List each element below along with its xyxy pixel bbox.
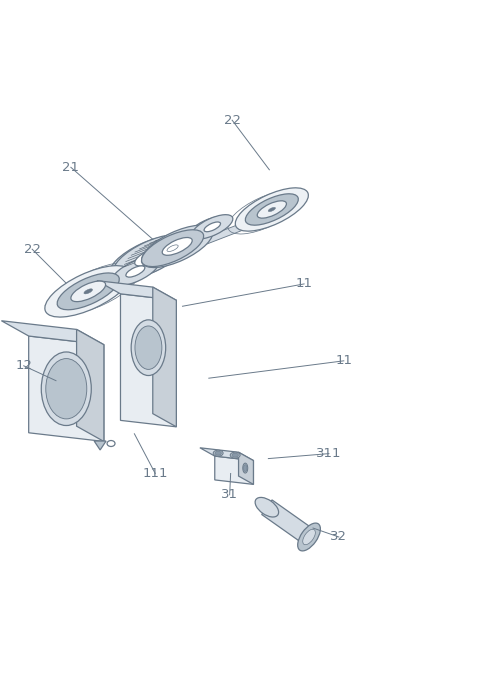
Ellipse shape — [187, 217, 228, 241]
Ellipse shape — [142, 225, 213, 267]
Ellipse shape — [113, 235, 188, 279]
Ellipse shape — [236, 188, 308, 231]
Ellipse shape — [124, 236, 186, 274]
Text: 111: 111 — [143, 467, 168, 480]
Ellipse shape — [303, 529, 315, 545]
Ellipse shape — [71, 281, 106, 302]
Text: 21: 21 — [62, 161, 79, 174]
Text: 22: 22 — [23, 242, 40, 256]
Ellipse shape — [167, 245, 178, 251]
Polygon shape — [261, 500, 314, 544]
Ellipse shape — [131, 320, 166, 376]
Polygon shape — [153, 287, 176, 427]
Ellipse shape — [257, 201, 286, 218]
Polygon shape — [120, 294, 176, 427]
Ellipse shape — [192, 215, 233, 239]
Text: 12: 12 — [15, 359, 32, 372]
Ellipse shape — [243, 463, 248, 473]
Ellipse shape — [126, 266, 145, 277]
Ellipse shape — [246, 194, 298, 225]
Polygon shape — [97, 281, 176, 301]
Ellipse shape — [255, 498, 278, 517]
Ellipse shape — [107, 441, 115, 447]
Ellipse shape — [46, 359, 87, 419]
Ellipse shape — [268, 207, 275, 212]
Ellipse shape — [112, 257, 159, 286]
Ellipse shape — [109, 236, 184, 280]
Polygon shape — [28, 336, 104, 441]
Ellipse shape — [135, 248, 166, 266]
Text: 32: 32 — [330, 531, 347, 544]
Text: 11: 11 — [295, 278, 312, 290]
Ellipse shape — [298, 523, 320, 551]
Polygon shape — [200, 447, 253, 460]
Polygon shape — [1, 321, 104, 345]
Ellipse shape — [162, 238, 192, 255]
Ellipse shape — [204, 222, 221, 232]
Ellipse shape — [45, 265, 132, 317]
Ellipse shape — [230, 452, 240, 458]
Ellipse shape — [232, 453, 239, 457]
Text: 31: 31 — [221, 488, 238, 501]
Ellipse shape — [244, 464, 247, 472]
Ellipse shape — [84, 289, 93, 294]
Ellipse shape — [41, 352, 91, 426]
Polygon shape — [215, 456, 253, 484]
Polygon shape — [76, 330, 104, 441]
Ellipse shape — [107, 259, 155, 287]
Polygon shape — [72, 208, 287, 294]
Text: 311: 311 — [316, 447, 342, 460]
Polygon shape — [124, 234, 203, 269]
Ellipse shape — [142, 230, 204, 267]
Ellipse shape — [57, 273, 119, 310]
Text: 22: 22 — [224, 114, 241, 127]
Polygon shape — [239, 452, 253, 484]
Ellipse shape — [215, 451, 222, 455]
Polygon shape — [94, 441, 106, 450]
Ellipse shape — [135, 326, 162, 370]
Ellipse shape — [213, 450, 223, 456]
Text: 11: 11 — [335, 354, 352, 368]
